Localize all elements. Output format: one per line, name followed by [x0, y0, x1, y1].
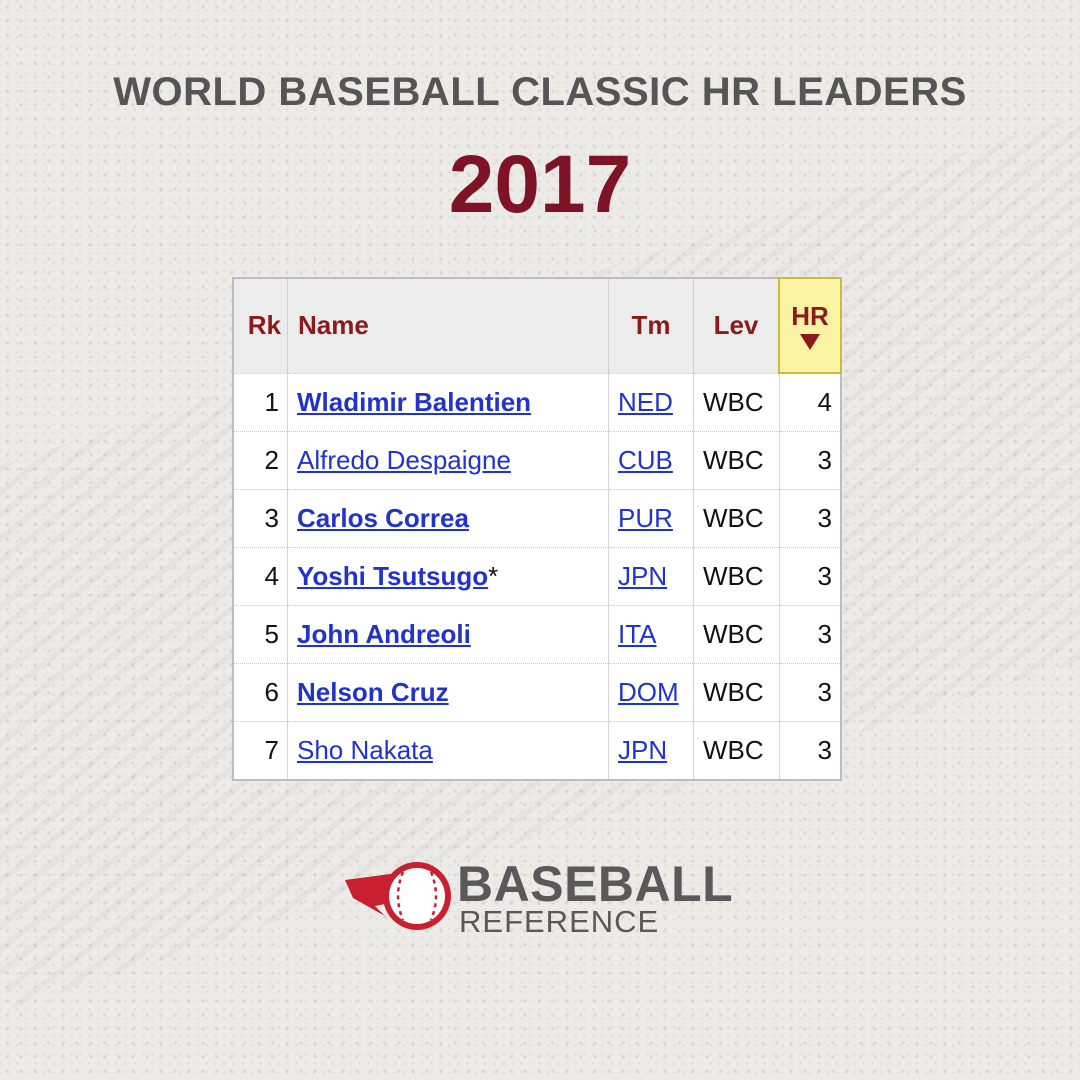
team-link[interactable]: NED	[618, 386, 673, 417]
logo-text-baseball: BASEBALL	[457, 856, 734, 912]
hr-cell: 3	[779, 605, 842, 664]
name-cell: Wladimir Balentien	[287, 372, 609, 432]
level-cell: WBC	[693, 547, 780, 606]
sort-descending-icon	[800, 333, 820, 350]
team-cell: JPN	[608, 721, 694, 780]
player-link[interactable]: Carlos Correa	[297, 503, 469, 533]
name-cell: Nelson Cruz	[287, 663, 609, 722]
table-row: 6 Nelson Cruz DOM WBC 3	[233, 663, 842, 722]
hr-cell: 4	[779, 372, 842, 432]
level-cell: WBC	[693, 721, 780, 780]
team-link[interactable]: JPN	[618, 561, 668, 591]
level-cell: WBC	[693, 489, 780, 548]
team-cell: DOM	[608, 663, 694, 722]
player-note-marker: *	[488, 561, 499, 591]
rank-cell: 7	[233, 721, 288, 780]
name-cell: John Andreoli	[287, 605, 609, 664]
rank-cell: 5	[233, 605, 288, 664]
column-header-tm[interactable]: Tm	[608, 278, 694, 373]
player-link[interactable]: Alfredo Despaigne	[297, 445, 511, 475]
player-link[interactable]: Nelson Cruz	[297, 677, 449, 707]
hr-cell: 3	[779, 489, 842, 548]
name-cell: Alfredo Despaigne	[287, 431, 609, 490]
table-body: 1 Wladimir Balentien NED WBC 4 2 Alfredo Despa…	[233, 372, 842, 780]
name-cell: Sho Nakata	[287, 721, 609, 780]
table-row: 3 Carlos Correa PUR WBC 3	[233, 489, 842, 548]
team-link[interactable]: ITA	[618, 619, 657, 649]
player-link[interactable]: John Andreoli	[297, 619, 471, 649]
team-link[interactable]: CUB	[618, 445, 673, 475]
rank-cell: 3	[233, 489, 288, 548]
team-cell: NED	[608, 372, 694, 432]
column-header-rk[interactable]: Rk	[233, 278, 288, 373]
rank-cell: 4	[233, 547, 288, 606]
hr-cell: 3	[779, 721, 842, 780]
table-header-row: Rk Name Tm Lev HR	[233, 277, 842, 374]
team-link[interactable]: DOM	[618, 677, 679, 707]
team-link[interactable]: JPN	[618, 735, 668, 765]
level-cell: WBC	[693, 431, 780, 490]
team-cell: ITA	[608, 605, 694, 664]
column-header-hr-sorted[interactable]: HR	[778, 277, 842, 374]
table-row: 4 Yoshi Tsutsugo* JPN WBC 3	[233, 547, 842, 606]
player-link[interactable]: Yoshi Tsutsugo	[297, 561, 489, 591]
column-header-name[interactable]: Name	[287, 278, 609, 373]
team-cell: PUR	[608, 489, 694, 548]
table-row: 2 Alfredo Despaigne CUB WBC 3	[233, 431, 842, 490]
level-cell: WBC	[693, 663, 780, 722]
column-header-lev[interactable]: Lev	[693, 278, 780, 373]
logo-ball-icon	[345, 862, 451, 930]
table-row: 1 Wladimir Balentien NED WBC 4	[233, 372, 842, 432]
team-cell: JPN	[608, 547, 694, 606]
column-header-hr-label: HR	[791, 300, 829, 331]
level-cell: WBC	[693, 605, 780, 664]
name-cell: Yoshi Tsutsugo*	[287, 547, 609, 606]
hr-cell: 3	[779, 547, 842, 606]
hr-cell: 3	[779, 663, 842, 722]
rank-cell: 2	[233, 431, 288, 490]
level-cell: WBC	[693, 372, 780, 432]
baseball-reference-logo: BASEBALL REFERENCE	[345, 858, 745, 938]
hr-leaders-table: Rk Name Tm Lev HR 1 Wladimir Balentien NED…	[232, 277, 842, 781]
team-link[interactable]: PUR	[618, 503, 673, 533]
team-cell: CUB	[608, 431, 694, 490]
hr-cell: 3	[779, 431, 842, 490]
page-title: WORLD BASEBALL CLASSIC HR LEADERS	[113, 70, 967, 114]
logo-text-reference: REFERENCE	[459, 904, 660, 939]
rank-cell: 6	[233, 663, 288, 722]
year-title: 2017	[448, 139, 632, 230]
name-cell: Carlos Correa	[287, 489, 609, 548]
table-row: 5 John Andreoli ITA WBC 3	[233, 605, 842, 664]
player-link[interactable]: Sho Nakata	[297, 735, 433, 765]
player-link[interactable]: Wladimir Balentien	[297, 386, 532, 417]
rank-cell: 1	[233, 372, 288, 432]
table-row: 7 Sho Nakata JPN WBC 3	[233, 721, 842, 780]
